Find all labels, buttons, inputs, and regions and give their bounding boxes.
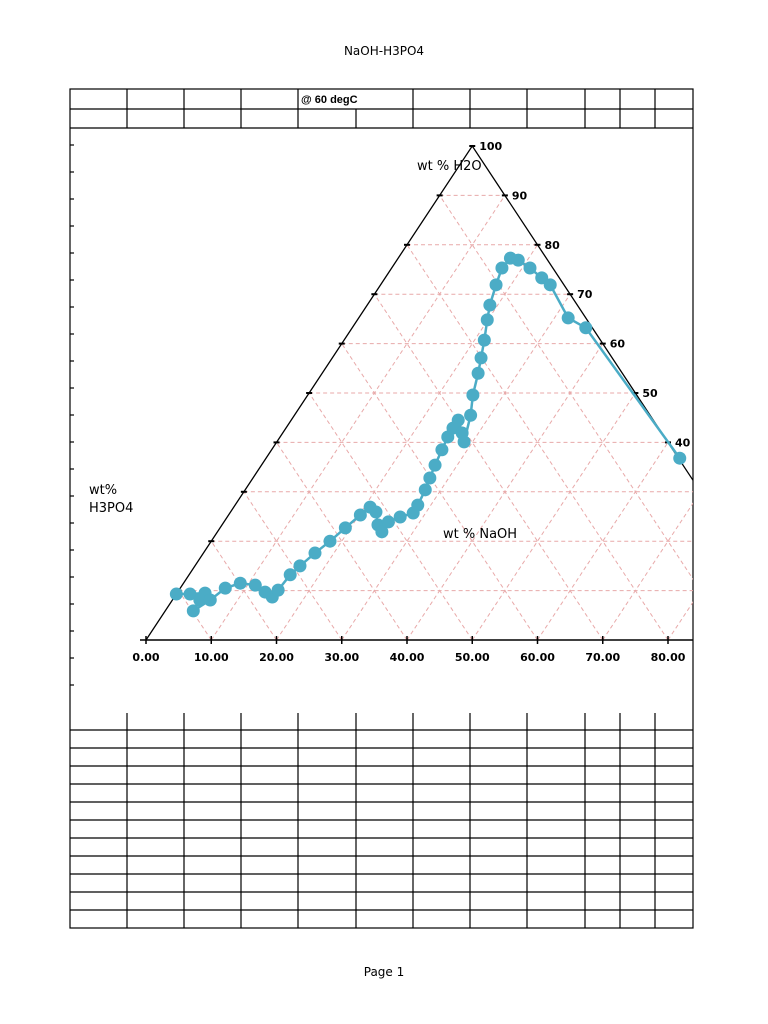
h3po4-axis-title-line2: H3PO4	[89, 501, 133, 516]
naoh-tick-label: 30.00	[324, 651, 359, 664]
naoh-tick-label: 0.00	[132, 651, 159, 664]
naoh-tick-label: 50.00	[455, 651, 490, 664]
data-point	[418, 483, 432, 497]
data-point	[480, 313, 494, 327]
data-point	[293, 559, 307, 573]
axis-ticks: 0.00 10.00 20.00 30.00 40.00 50.00 60.00 70.00 8…	[132, 140, 690, 664]
gridline	[733, 591, 766, 640]
data-point	[218, 581, 232, 595]
data-point	[523, 261, 537, 275]
data-point	[353, 508, 367, 522]
data-point	[248, 578, 262, 592]
data-point	[474, 351, 488, 365]
gridline	[276, 244, 538, 641]
h2o-axis-title: wt % H2O	[417, 159, 482, 174]
naoh-tick-label: 40.00	[390, 651, 425, 664]
data-point	[369, 505, 383, 519]
gridline	[341, 293, 571, 641]
data-point	[511, 253, 525, 267]
gridline	[602, 502, 693, 641]
h2o-tick-label: 70	[577, 288, 593, 301]
data-point	[411, 498, 425, 512]
data-point	[375, 525, 389, 539]
triangle-frame	[140, 144, 693, 641]
condition-label: @ 60 degC	[301, 94, 358, 106]
data-point	[308, 546, 322, 560]
data-point	[193, 593, 207, 607]
gridline	[406, 244, 669, 641]
data-point	[393, 510, 407, 524]
data-point	[323, 534, 337, 548]
naoh-tick-label: 10.00	[194, 651, 229, 664]
data-point	[489, 278, 503, 292]
gridline	[243, 491, 343, 641]
data-point	[579, 321, 593, 335]
cell-grid	[69, 88, 694, 929]
h2o-tick-label: 80	[545, 239, 561, 252]
naoh-axis-title: wt % NaOH	[443, 527, 517, 542]
h2o-tick-label: 100	[479, 140, 502, 153]
h2o-tick-label: 40	[675, 436, 691, 449]
gridline	[210, 195, 506, 641]
naoh-tick-label: 80.00	[651, 651, 686, 664]
data-point	[543, 278, 557, 292]
data-point	[477, 333, 491, 347]
data-point	[186, 604, 200, 618]
print-area-border	[69, 88, 694, 929]
h2o-tick-label: 60	[610, 338, 626, 351]
data-point	[183, 587, 197, 601]
data-point	[483, 298, 497, 312]
data-point	[423, 471, 437, 485]
naoh-tick-label: 60.00	[520, 651, 555, 664]
data-point	[471, 366, 485, 380]
gridline	[471, 392, 636, 641]
gridline	[537, 442, 669, 641]
data-point	[495, 261, 509, 275]
data-point	[435, 443, 449, 457]
data-point	[466, 388, 480, 402]
data-point	[673, 451, 687, 465]
data-point	[271, 583, 285, 597]
data-series	[169, 251, 687, 618]
gridline	[210, 540, 277, 641]
data-point	[428, 458, 442, 472]
data-point	[381, 515, 395, 529]
data-point	[338, 521, 352, 535]
h2o-tick-label: 90	[512, 189, 528, 202]
gridline	[276, 442, 408, 641]
data-point	[457, 435, 471, 449]
data-point	[451, 413, 465, 427]
data-point	[233, 576, 247, 590]
data-point	[203, 593, 217, 607]
h3po4-axis-title-line1: wt%	[89, 483, 117, 498]
gridline	[341, 343, 538, 641]
data-point	[169, 587, 183, 601]
naoh-tick-label: 20.00	[259, 651, 294, 664]
gridline	[439, 195, 693, 580]
data-point	[464, 408, 478, 422]
naoh-tick-label: 70.00	[585, 651, 620, 664]
data-point	[283, 568, 297, 582]
h2o-tick-label: 50	[642, 387, 658, 400]
gridline	[373, 293, 604, 641]
data-point	[561, 311, 575, 325]
ternary-chart: 0.00 10.00 20.00 30.00 40.00 50.00 60.00 70.00 8…	[89, 140, 766, 664]
page-footer: Page 1	[363, 965, 405, 979]
page-header: NaOH-H3PO4	[343, 44, 425, 58]
